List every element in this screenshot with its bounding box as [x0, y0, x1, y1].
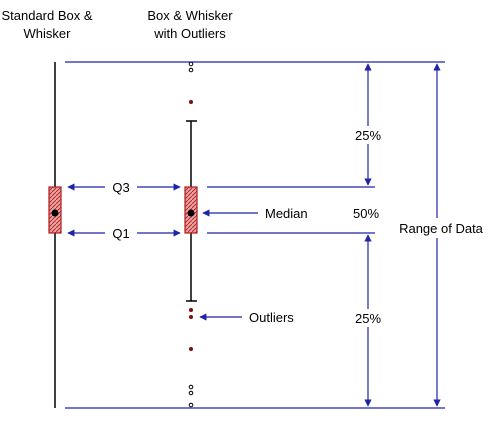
outlier-point [188, 390, 194, 396]
range-label: Range of Data [399, 221, 484, 236]
outlier-point [188, 402, 194, 408]
standard-title-line2: Whisker [24, 26, 72, 41]
outlier-point [188, 61, 194, 67]
outlier-point [188, 67, 194, 73]
range-label-backing [390, 218, 494, 238]
pct-bottom-label: 25% [355, 311, 381, 326]
pct-top-backing [347, 126, 389, 144]
reference-lines [65, 61, 445, 409]
standard-median-dot [51, 209, 59, 217]
outlier-point [189, 347, 193, 351]
outlier-point [189, 308, 193, 312]
outlier-point [189, 100, 193, 104]
q1-label: Q1 [112, 226, 129, 241]
standard-title-line1: Standard Box & [1, 8, 92, 23]
outlier-point [188, 384, 194, 390]
pct-top-label: 25% [355, 128, 381, 143]
pct-bottom-backing [347, 309, 389, 327]
outliers-label: Outliers [249, 310, 294, 325]
outlier-points [188, 61, 194, 408]
pct-middle-label: 50% [353, 206, 379, 221]
outliers-title-line2: with Outliers [153, 26, 226, 41]
outliers-title-line1: Box & Whisker [147, 8, 233, 23]
outliers-median-dot [187, 209, 195, 217]
median-label: Median [265, 206, 308, 221]
outlier-point [189, 315, 193, 319]
q3-label: Q3 [112, 180, 129, 195]
